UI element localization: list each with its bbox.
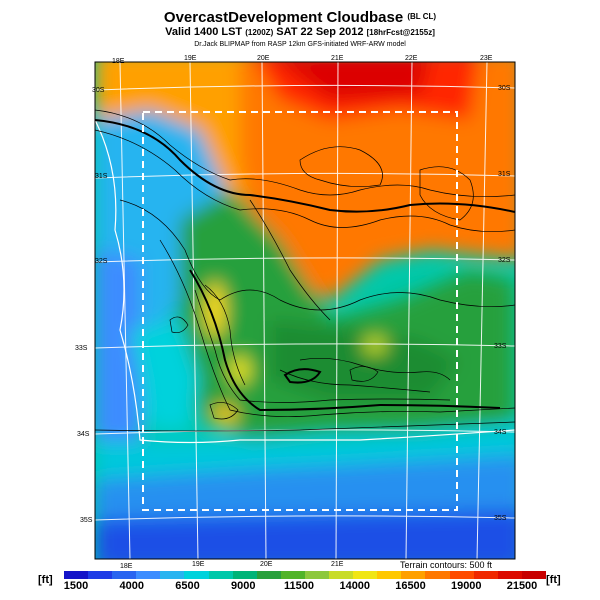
colorbar-label: 4000 (119, 580, 144, 592)
colorbar-swatch (64, 571, 89, 579)
lon-label: 20E (260, 561, 273, 568)
lon-label: 18E (112, 58, 125, 65)
colorbar (64, 571, 546, 579)
model-credit: Dr.Jack BLIPMAP from RASP 12km GFS-initi… (194, 41, 406, 48)
lat-label: 32S (498, 257, 511, 264)
colorbar-swatch (256, 571, 281, 579)
lat-label: 34S (494, 429, 507, 436)
lon-label: 21E (331, 561, 344, 568)
map-title: OvercastDevelopment Cloudbase (BL CL) (163, 9, 437, 26)
lon-labels-bottom: 18E 19E 20E 21E (120, 561, 344, 570)
colorbar-swatch (304, 571, 330, 579)
lat-label: 31S (498, 171, 511, 178)
valid-time: Valid 1400 LST (1200Z) SAT 22 Sep 2012 [… (165, 26, 435, 38)
lat-labels-right: 30S 31S 32S 33S 34S 35S (494, 85, 511, 522)
colorbar-swatch (377, 571, 402, 579)
map-frame (94, 61, 516, 560)
lat-label: 30S (498, 85, 511, 92)
lon-label: 23E (480, 55, 493, 62)
lat-label: 34S (77, 431, 90, 438)
colorbar-swatch (329, 571, 354, 579)
colorbar-label: 21500 (506, 580, 538, 592)
colorbar-swatch (473, 571, 498, 579)
colorbar-label: 16500 (395, 580, 426, 592)
lat-label: 35S (80, 517, 93, 524)
lon-label: 19E (184, 55, 197, 62)
lat-label: 30S (92, 87, 105, 94)
colorbar-label: 9000 (231, 580, 256, 592)
lon-labels-top: 18E 19E 20E 21E 22E 23E (112, 55, 493, 65)
lat-label: 31S (95, 173, 108, 180)
colorbar-swatch (112, 571, 137, 579)
colorbar-label: 1500 (63, 580, 89, 592)
lat-label: 32S (95, 258, 108, 265)
colorbar-swatch (160, 571, 185, 579)
lon-label: 18E (120, 563, 133, 570)
terrain-contours-major (95, 119, 515, 412)
colorbar-swatch (425, 571, 450, 579)
terrain-contour-note: Terrain contours: 500 ft (400, 560, 493, 570)
lat-labels-left: 30S 31S 32S 33S 34S 35S (75, 87, 108, 524)
colorbar-swatch (280, 571, 305, 579)
colorbar-label: 14000 (339, 580, 371, 592)
lat-label: 33S (75, 345, 88, 352)
lon-label: 21E (331, 55, 344, 62)
colorbar-label: 19000 (450, 580, 482, 592)
cloudbase-field (95, 62, 515, 559)
lat-label: 35S (494, 515, 507, 522)
terrain-contours (95, 109, 515, 432)
lon-label: 19E (192, 561, 205, 568)
colorbar-swatch (208, 571, 233, 579)
inner-domain-box (142, 111, 458, 511)
colorbar-swatch (401, 571, 426, 579)
colorbar-swatch (136, 571, 161, 579)
colorbar-swatch (521, 571, 546, 579)
coastline (95, 119, 515, 444)
lon-label: 20E (257, 55, 270, 62)
colorbar-label: 11500 (284, 580, 314, 592)
colorbar-swatch (497, 571, 522, 579)
colorbar-swatch (184, 571, 209, 579)
colorbar-swatch (232, 571, 257, 579)
lon-label: 22E (405, 55, 418, 62)
colorbar-label: 6500 (175, 580, 200, 592)
unit-label-right: [ft] (546, 574, 561, 586)
colorbar-swatch (88, 571, 113, 579)
colorbar-swatch (449, 571, 474, 579)
colorbar-swatch (353, 571, 378, 579)
lat-label: 33S (494, 343, 507, 350)
unit-label-left: [ft] (38, 574, 53, 586)
